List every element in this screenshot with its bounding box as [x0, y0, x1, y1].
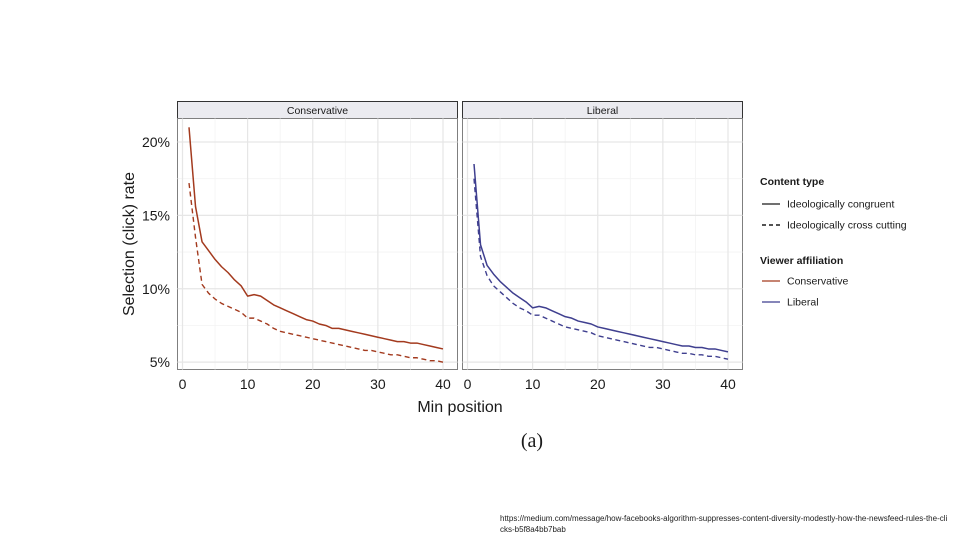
grid-liberal: [462, 118, 743, 370]
panel-conservative: [177, 118, 458, 370]
legend-item-congruent: Ideologically congruent: [787, 199, 894, 211]
grid-conservative: [177, 118, 458, 370]
y-tick-label: 10%: [142, 281, 170, 297]
figure-caption: (a): [521, 430, 543, 452]
x-tick-label: 10: [240, 376, 256, 392]
x-tick-label: 10: [525, 376, 541, 392]
line-conservative-congruent: [188, 127, 444, 350]
panel-liberal: [462, 118, 743, 370]
strip-conservative: Conservative: [177, 101, 458, 119]
legend: Content type Ideologically congruent Ide…: [760, 176, 907, 309]
series-group-liberal: [473, 163, 729, 360]
x-tick-label: 20: [590, 376, 606, 392]
y-tick-label: 20%: [142, 134, 170, 150]
x-tick-label: 0: [179, 376, 187, 392]
source-url: https://medium.com/message/how-facebooks…: [500, 514, 948, 534]
x-axis-title: Min position: [417, 399, 502, 416]
series-group-conservative: [188, 127, 444, 363]
legend-item-conservative: Conservative: [787, 276, 848, 288]
legend-item-liberal: Liberal: [787, 297, 819, 309]
y-tick-label: 15%: [142, 207, 170, 223]
y-axis-title: Selection (click) rate: [121, 172, 138, 316]
strip-label-conservative: Conservative: [287, 105, 348, 117]
legend-title-content-type: Content type: [760, 176, 824, 188]
x-axis-ticks: 0 10 20 30 40 0 10 20 30 40: [179, 376, 736, 392]
line-conservative-cross-cutting: [188, 182, 444, 363]
x-tick-label: 30: [370, 376, 386, 392]
legend-item-cross-cutting: Ideologically cross cutting: [787, 220, 907, 232]
line-liberal-cross-cutting: [473, 178, 729, 360]
x-tick-label: 0: [464, 376, 472, 392]
x-tick-label: 40: [720, 376, 736, 392]
x-tick-label: 20: [305, 376, 321, 392]
y-tick-label: 5%: [150, 354, 170, 370]
strip-liberal: Liberal: [462, 101, 743, 119]
strip-label-liberal: Liberal: [587, 105, 619, 117]
x-tick-label: 40: [435, 376, 451, 392]
x-tick-label: 30: [655, 376, 671, 392]
y-axis-ticks: 5% 10% 15% 20%: [142, 134, 170, 370]
legend-title-viewer-affiliation: Viewer affiliation: [760, 255, 843, 267]
line-liberal-congruent: [473, 163, 729, 353]
